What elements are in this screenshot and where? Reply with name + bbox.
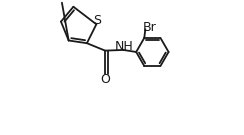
Text: Br: Br <box>142 21 156 34</box>
Text: S: S <box>93 14 102 27</box>
Text: O: O <box>100 73 110 86</box>
Text: NH: NH <box>115 40 133 53</box>
